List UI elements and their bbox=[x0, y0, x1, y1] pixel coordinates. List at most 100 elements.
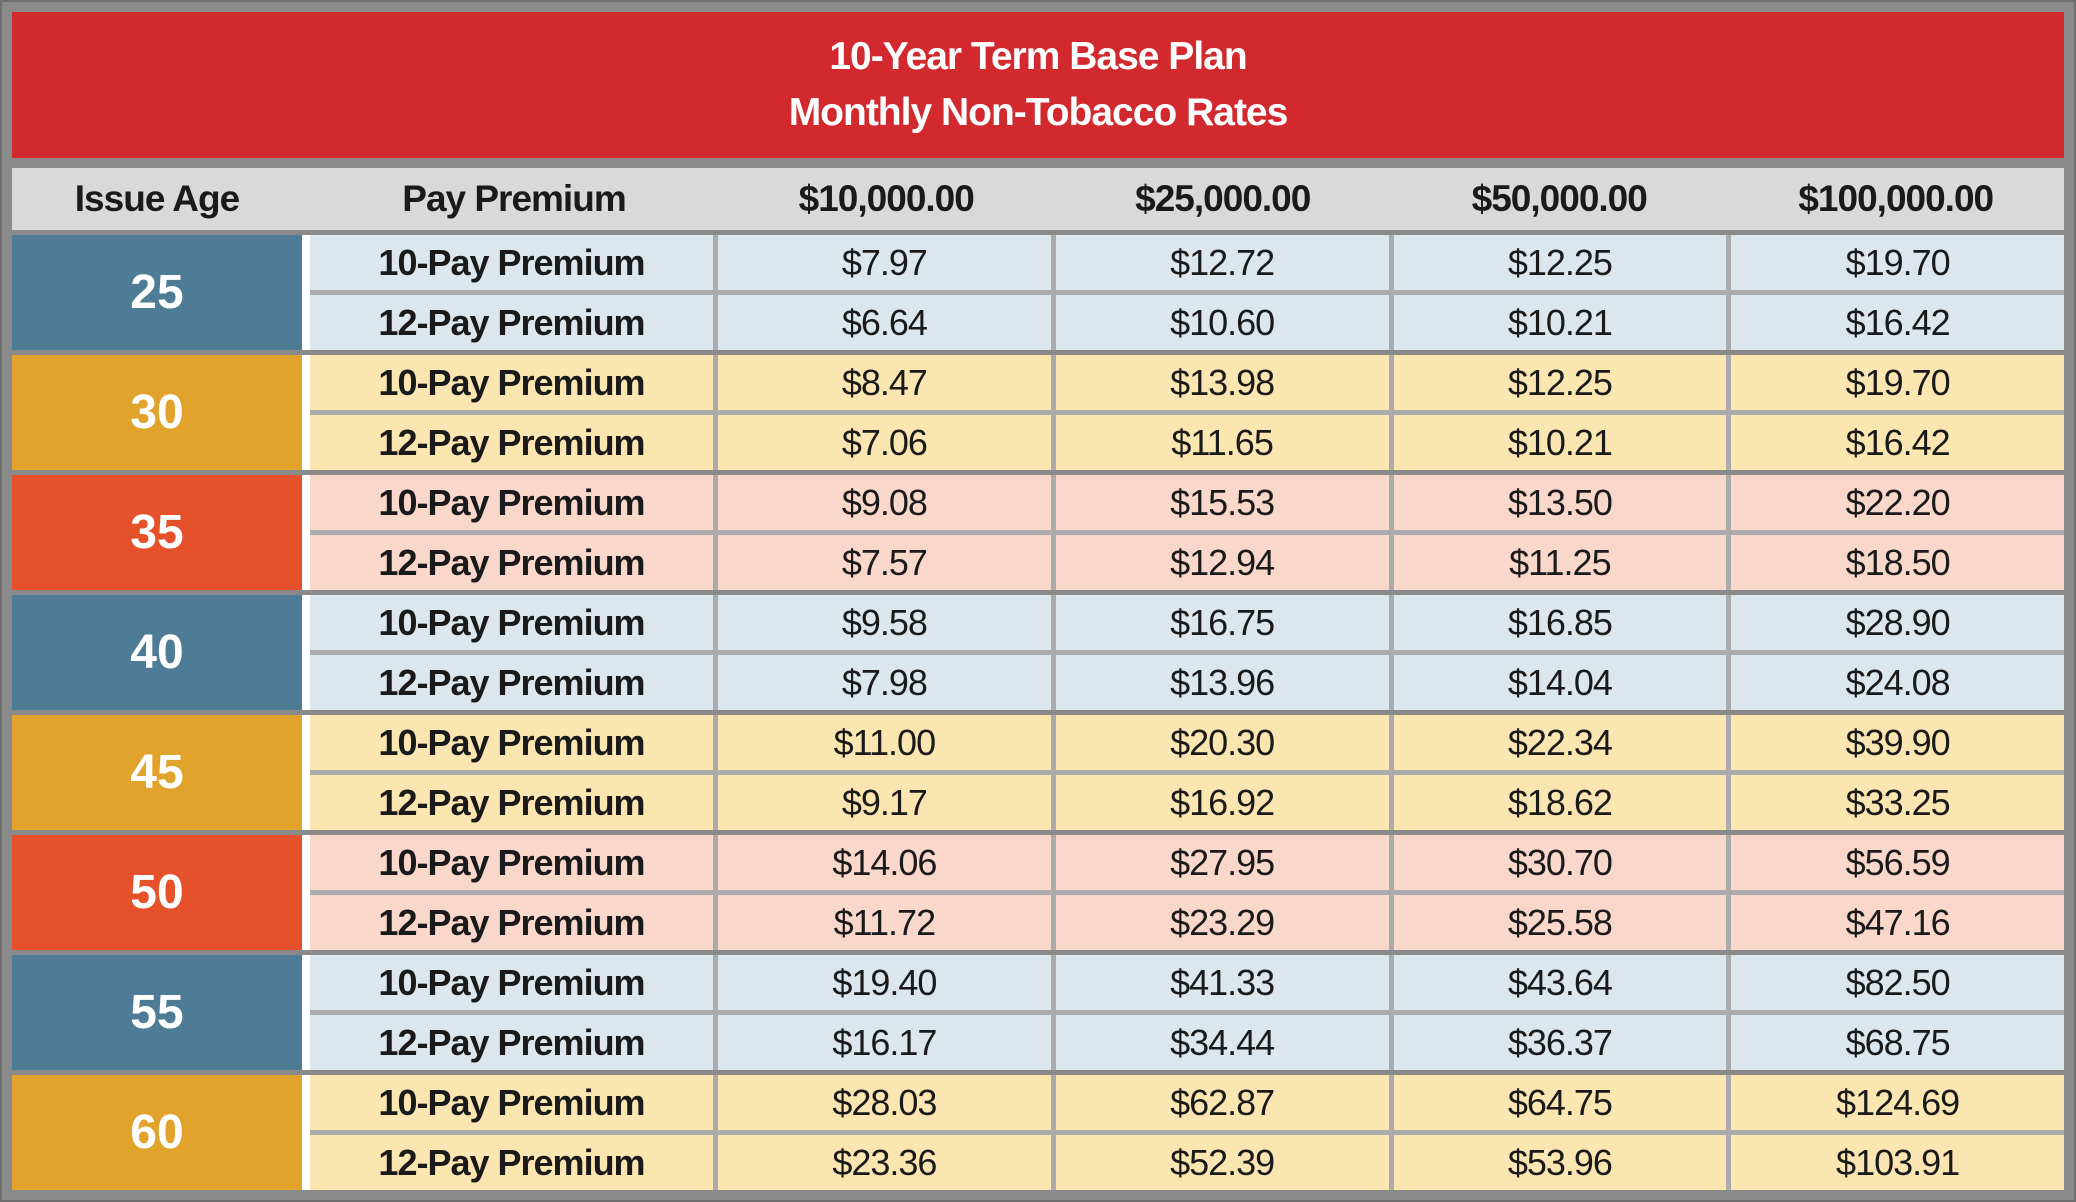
rate-cell: $11.72 bbox=[718, 895, 1051, 950]
rate-cell: $39.90 bbox=[1731, 715, 2064, 770]
col-header-50000: $50,000.00 bbox=[1471, 178, 1648, 219]
col-header-pay-premium: Pay Premium bbox=[402, 178, 626, 219]
table-row: 12-Pay Premium $7.06 $11.65 $10.21 $16.4… bbox=[310, 415, 2064, 470]
table-row: 10-Pay Premium $7.97 $12.72 $12.25 $19.7… bbox=[310, 235, 2064, 290]
rate-cell: $11.00 bbox=[718, 715, 1051, 770]
table-row: 12-Pay Premium $23.36 $52.39 $53.96 $103… bbox=[310, 1135, 2064, 1190]
rate-cell: $64.75 bbox=[1393, 1075, 1727, 1130]
age-column-divider bbox=[302, 1075, 310, 1190]
age-cell: 45 bbox=[12, 715, 302, 830]
rate-cell: $124.69 bbox=[1731, 1075, 2064, 1130]
age-block-55: 55 10-Pay Premium $19.40 $41.33 $43.64 $… bbox=[12, 955, 2064, 1070]
rate-cell: $16.92 bbox=[1055, 775, 1389, 830]
pay-type-label: 10-Pay Premium bbox=[310, 595, 713, 650]
rate-cell: $43.64 bbox=[1393, 955, 1727, 1010]
age-column-divider bbox=[302, 595, 310, 710]
pay-type-label: 10-Pay Premium bbox=[310, 715, 713, 770]
rate-cell: $56.59 bbox=[1731, 835, 2064, 890]
table-row: 12-Pay Premium $16.17 $34.44 $36.37 $68.… bbox=[310, 1015, 2064, 1070]
rate-cell: $82.50 bbox=[1731, 955, 2064, 1010]
title-line-2: Monthly Non-Tobacco Rates bbox=[788, 91, 1289, 134]
rate-cell: $7.57 bbox=[718, 535, 1051, 590]
pay-type-label: 12-Pay Premium bbox=[310, 1015, 713, 1070]
rate-cell: $12.25 bbox=[1393, 235, 1727, 290]
rate-cell: $22.20 bbox=[1731, 475, 2064, 530]
rate-cell: $28.90 bbox=[1731, 595, 2064, 650]
rate-cell: $12.72 bbox=[1055, 235, 1389, 290]
rate-cell: $19.70 bbox=[1731, 235, 2064, 290]
table-row: 10-Pay Premium $8.47 $13.98 $12.25 $19.7… bbox=[310, 355, 2064, 410]
table-row: 10-Pay Premium $9.58 $16.75 $16.85 $28.9… bbox=[310, 595, 2064, 650]
rate-cell: $13.98 bbox=[1055, 355, 1389, 410]
age-cell: 60 bbox=[12, 1075, 302, 1190]
table-row: 10-Pay Premium $14.06 $27.95 $30.70 $56.… bbox=[310, 835, 2064, 890]
rate-cell: $7.97 bbox=[718, 235, 1051, 290]
pay-type-label: 10-Pay Premium bbox=[310, 355, 713, 410]
age-block-35: 35 10-Pay Premium $9.08 $15.53 $13.50 $2… bbox=[12, 475, 2064, 590]
column-header-row: Issue Age Pay Premium $10,000.00 $25,000… bbox=[12, 168, 2064, 230]
rate-cell: $24.08 bbox=[1731, 655, 2064, 710]
title-line-1: 10-Year Term Base Plan bbox=[829, 35, 1247, 78]
rate-cell: $7.98 bbox=[718, 655, 1051, 710]
rate-cell: $14.04 bbox=[1393, 655, 1727, 710]
rate-cell: $19.40 bbox=[718, 955, 1051, 1010]
col-header-100000: $100,000.00 bbox=[1798, 178, 1994, 219]
pay-type-label: 12-Pay Premium bbox=[310, 295, 713, 350]
col-header-issue-age: Issue Age bbox=[74, 178, 240, 219]
rate-cell: $52.39 bbox=[1055, 1135, 1389, 1190]
rate-cell: $33.25 bbox=[1731, 775, 2064, 830]
age-block-45: 45 10-Pay Premium $11.00 $20.30 $22.34 $… bbox=[12, 715, 2064, 830]
pay-type-label: 12-Pay Premium bbox=[310, 415, 713, 470]
age-column-divider bbox=[302, 355, 310, 470]
rate-cell: $47.16 bbox=[1731, 895, 2064, 950]
rate-cell: $9.17 bbox=[718, 775, 1051, 830]
pay-type-label: 10-Pay Premium bbox=[310, 835, 713, 890]
rate-cell: $16.42 bbox=[1731, 415, 2064, 470]
rate-cell: $11.25 bbox=[1393, 535, 1727, 590]
rate-cell: $18.62 bbox=[1393, 775, 1727, 830]
rate-cell: $11.65 bbox=[1055, 415, 1389, 470]
age-block-30: 30 10-Pay Premium $8.47 $13.98 $12.25 $1… bbox=[12, 355, 2064, 470]
rate-cell: $16.75 bbox=[1055, 595, 1389, 650]
rate-cell: $9.58 bbox=[718, 595, 1051, 650]
rate-cell: $7.06 bbox=[718, 415, 1051, 470]
rate-cell: $25.58 bbox=[1393, 895, 1727, 950]
rate-cell: $9.08 bbox=[718, 475, 1051, 530]
age-cell: 30 bbox=[12, 355, 302, 470]
rate-cell: $8.47 bbox=[718, 355, 1051, 410]
age-cell: 50 bbox=[12, 835, 302, 950]
table-row: 12-Pay Premium $7.57 $12.94 $11.25 $18.5… bbox=[310, 535, 2064, 590]
age-block-40: 40 10-Pay Premium $9.58 $16.75 $16.85 $2… bbox=[12, 595, 2064, 710]
rate-cell: $10.21 bbox=[1393, 295, 1727, 350]
col-header-10000: $10,000.00 bbox=[798, 178, 975, 219]
age-block-60: 60 10-Pay Premium $28.03 $62.87 $64.75 $… bbox=[12, 1075, 2064, 1190]
rate-cell: $20.30 bbox=[1055, 715, 1389, 770]
rate-cell: $23.29 bbox=[1055, 895, 1389, 950]
pay-type-label: 10-Pay Premium bbox=[310, 955, 713, 1010]
rate-cell: $103.91 bbox=[1731, 1135, 2064, 1190]
rate-cell: $12.94 bbox=[1055, 535, 1389, 590]
rate-cell: $13.50 bbox=[1393, 475, 1727, 530]
rate-cell: $34.44 bbox=[1055, 1015, 1389, 1070]
age-column-divider bbox=[302, 835, 310, 950]
age-cell: 40 bbox=[12, 595, 302, 710]
table-row: 10-Pay Premium $19.40 $41.33 $43.64 $82.… bbox=[310, 955, 2064, 1010]
rate-cell: $68.75 bbox=[1731, 1015, 2064, 1070]
pay-type-label: 10-Pay Premium bbox=[310, 235, 713, 290]
pay-type-label: 12-Pay Premium bbox=[310, 895, 713, 950]
table-row: 12-Pay Premium $11.72 $23.29 $25.58 $47.… bbox=[310, 895, 2064, 950]
rate-cell: $30.70 bbox=[1393, 835, 1727, 890]
rate-cell: $23.36 bbox=[718, 1135, 1051, 1190]
rate-cell: $6.64 bbox=[718, 295, 1051, 350]
rate-cell: $22.34 bbox=[1393, 715, 1727, 770]
rate-cell: $16.85 bbox=[1393, 595, 1727, 650]
age-block-50: 50 10-Pay Premium $14.06 $27.95 $30.70 $… bbox=[12, 835, 2064, 950]
table-title-banner: 10-Year Term Base Plan Monthly Non-Tobac… bbox=[12, 12, 2064, 158]
rate-cell: $12.25 bbox=[1393, 355, 1727, 410]
rate-cell: $27.95 bbox=[1055, 835, 1389, 890]
rate-cell: $36.37 bbox=[1393, 1015, 1727, 1070]
col-header-25000: $25,000.00 bbox=[1135, 178, 1311, 219]
table-row: 10-Pay Premium $11.00 $20.30 $22.34 $39.… bbox=[310, 715, 2064, 770]
rate-cell: $16.42 bbox=[1731, 295, 2064, 350]
rate-cell: $10.60 bbox=[1055, 295, 1389, 350]
